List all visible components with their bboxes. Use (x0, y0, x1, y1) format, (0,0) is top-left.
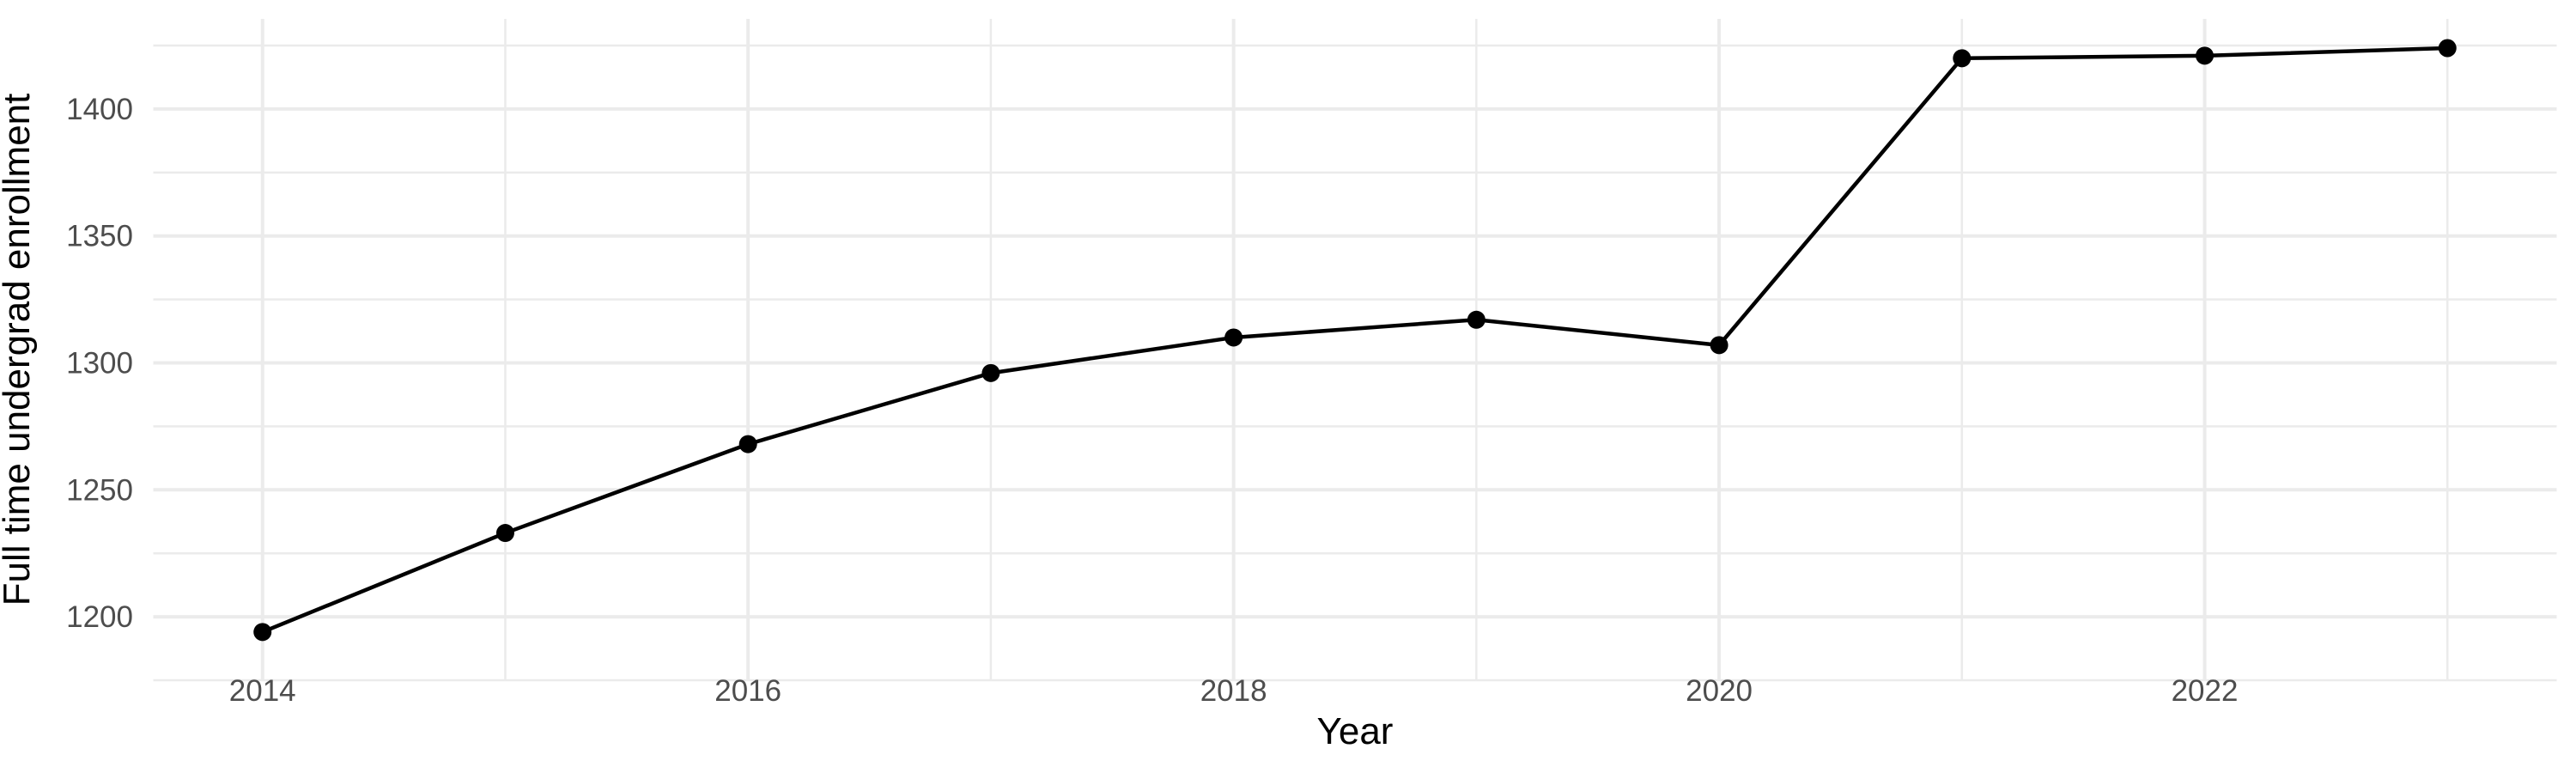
data-point-2018 (1224, 328, 1243, 347)
x-axis-title: Year (1317, 710, 1394, 752)
data-point-2020 (1710, 336, 1728, 355)
y-tick-label: 1400 (66, 93, 133, 126)
grid-major-layer (153, 19, 2557, 680)
y-tick-label: 1300 (66, 347, 133, 380)
data-point-2022 (2196, 46, 2215, 65)
grid-minor-layer (153, 19, 2557, 682)
y-axis-title: Full time undergrad enrollment (0, 94, 38, 606)
y-tick-label: 1250 (66, 473, 133, 507)
y-tick-label: 1200 (66, 600, 133, 634)
data-point-2015 (495, 524, 514, 543)
x-tick-label: 2018 (1200, 674, 1267, 708)
data-point-2023 (2438, 39, 2457, 58)
tick-label-layer: 1200 1250 1300 1350 1400 2014 2016 2018 2020 2022 (66, 93, 2238, 708)
data-point-2021 (1953, 49, 1971, 68)
x-tick-label: 2022 (2172, 674, 2239, 708)
series-layer (253, 39, 2457, 642)
x-tick-label: 2014 (229, 674, 296, 708)
data-point-2017 (981, 363, 1000, 382)
data-point-2019 (1467, 310, 1485, 329)
data-point-2014 (253, 623, 272, 642)
y-tick-label: 1350 (66, 220, 133, 253)
x-tick-label: 2016 (714, 674, 781, 708)
x-tick-label: 2020 (1686, 674, 1753, 708)
data-point-2016 (738, 435, 757, 453)
enrollment-line (260, 46, 2450, 635)
